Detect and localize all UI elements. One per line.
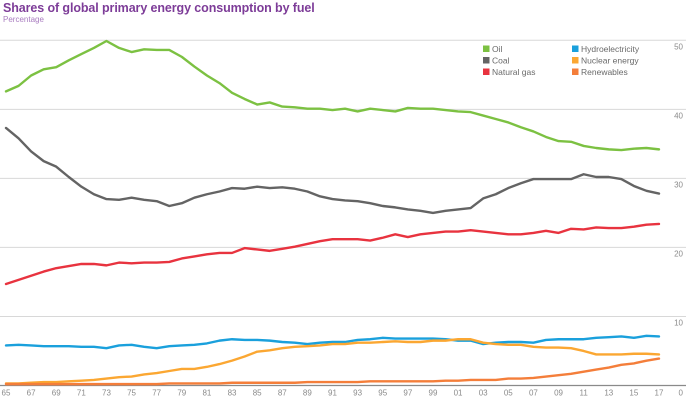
series-line-renewables bbox=[4, 357, 661, 386]
x-tick-label: 97 bbox=[403, 389, 412, 398]
x-tick-label: 13 bbox=[604, 389, 613, 398]
legend-item: Oil bbox=[483, 44, 503, 54]
legend-label: Renewables bbox=[581, 67, 628, 77]
x-tick-label: 93 bbox=[353, 389, 362, 398]
legend-label: Hydroelectricity bbox=[581, 44, 640, 54]
x-tick-label: 77 bbox=[152, 389, 161, 398]
legend-item: Coal bbox=[483, 56, 510, 66]
y-tick-label: 40 bbox=[674, 111, 683, 120]
legend-item: Renewables bbox=[572, 67, 628, 77]
y-tick-label: 30 bbox=[674, 180, 683, 189]
legend-label: Natural gas bbox=[492, 67, 535, 77]
legend-label: Nuclear energy bbox=[581, 56, 639, 66]
series-line-nuclear-energy bbox=[4, 338, 661, 385]
legend-swatch bbox=[483, 45, 490, 52]
series-line-oil bbox=[4, 39, 661, 152]
series-line-coal bbox=[4, 126, 661, 215]
x-tick-label: 69 bbox=[52, 389, 61, 398]
gridlines bbox=[0, 39, 686, 387]
y-tick-label: 0 bbox=[679, 389, 684, 398]
x-tick-label: 67 bbox=[27, 389, 36, 398]
x-tick-label: 65 bbox=[2, 389, 11, 398]
x-tick-label: 87 bbox=[278, 389, 287, 398]
x-tick-label: 75 bbox=[127, 389, 136, 398]
legend-swatch bbox=[483, 57, 490, 64]
legend-item: Natural gas bbox=[483, 67, 535, 77]
x-tick-label: 71 bbox=[77, 389, 86, 398]
x-tick-label: 81 bbox=[202, 389, 211, 398]
legend-item: Hydroelectricity bbox=[572, 44, 640, 54]
x-tick-label: 79 bbox=[177, 389, 186, 398]
legend-label: Oil bbox=[492, 44, 503, 54]
x-tick-label: 09 bbox=[554, 389, 563, 398]
x-axis-ticks: 65 67 69 71 73 75 77 79 81 83 85 87 89 91 93 95 97 99 01 03… bbox=[2, 389, 664, 398]
series-line-natural-gas bbox=[4, 222, 661, 286]
x-tick-label: 07 bbox=[529, 389, 538, 398]
legend-label: Coal bbox=[492, 56, 510, 66]
legend-swatch bbox=[572, 68, 579, 75]
x-tick-label: 05 bbox=[504, 389, 513, 398]
series-lines bbox=[4, 39, 661, 386]
x-tick-label: 17 bbox=[655, 389, 664, 398]
x-tick-label: 95 bbox=[378, 389, 387, 398]
chart-title: Shares of global primary energy consumpt… bbox=[3, 1, 315, 15]
y-tick-label: 20 bbox=[674, 249, 683, 258]
x-tick-label: 01 bbox=[454, 389, 463, 398]
y-tick-label: 10 bbox=[674, 318, 683, 327]
y-tick-label: 50 bbox=[674, 42, 683, 51]
legend-swatch bbox=[483, 68, 490, 75]
x-tick-label: 03 bbox=[479, 389, 488, 398]
x-tick-label: 15 bbox=[629, 389, 638, 398]
x-tick-label: 11 bbox=[579, 389, 588, 398]
x-tick-label: 85 bbox=[253, 389, 262, 398]
legend-swatch bbox=[572, 45, 579, 52]
x-tick-label: 89 bbox=[303, 389, 312, 398]
x-tick-label: 83 bbox=[228, 389, 237, 398]
x-tick-label: 99 bbox=[429, 389, 438, 398]
x-tick-label: 73 bbox=[102, 389, 111, 398]
x-tick-label: 91 bbox=[328, 389, 337, 398]
y-axis-ticks: 0 10 20 30 40 50 bbox=[674, 42, 683, 397]
series-line-hydroelectricity bbox=[4, 334, 661, 350]
legend-swatch bbox=[572, 57, 579, 64]
chart-subtitle: Percentage bbox=[3, 15, 44, 24]
legend-item: Nuclear energy bbox=[572, 56, 639, 66]
